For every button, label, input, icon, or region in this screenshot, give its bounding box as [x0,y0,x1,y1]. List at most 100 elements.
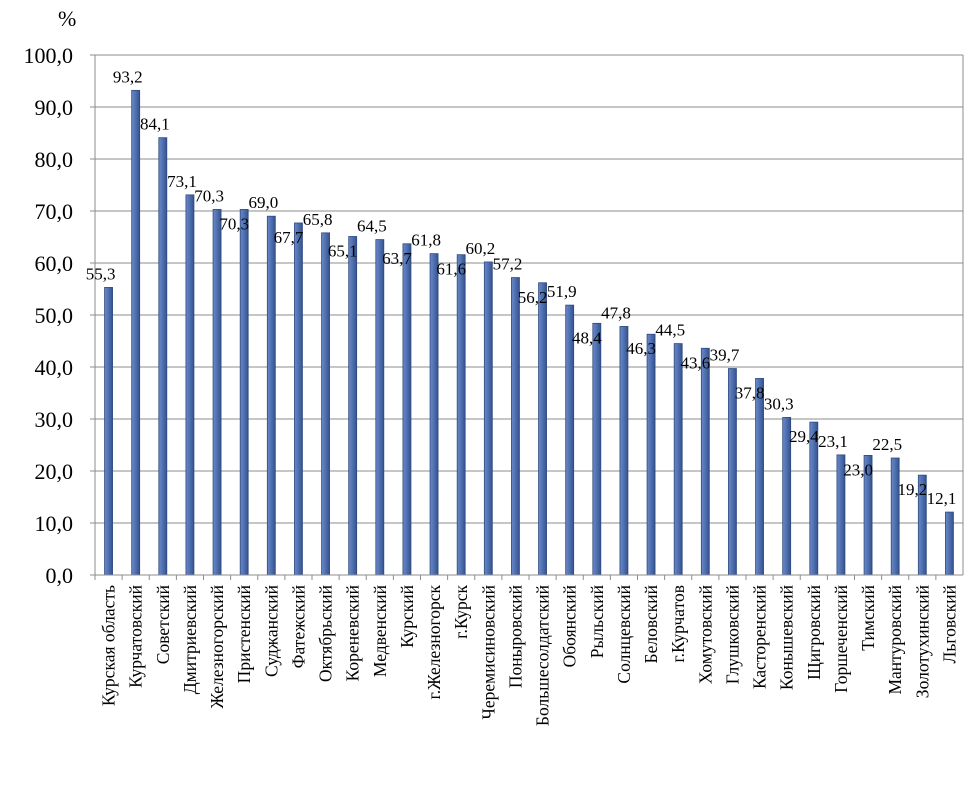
x-tick-label: Медвенский [370,585,390,677]
y-tick-label: 10,0 [35,511,74,536]
bar [375,239,385,576]
data-label: 55,3 [86,264,116,283]
data-label: 23,1 [818,432,848,451]
data-label: 22,5 [872,435,902,454]
bar [429,253,439,576]
x-tick-label: Большесолдатский [533,585,553,726]
data-label: 70,3 [194,186,224,205]
bar [890,457,900,576]
x-tick-label: Поныровский [505,585,525,688]
x-tick-label: Касторенский [750,585,770,689]
x-tick-label: Железногорский [207,585,227,709]
data-label: 93,2 [113,67,143,86]
data-label: 65,1 [328,241,358,260]
data-label: 12,1 [927,489,957,508]
data-label: 60,2 [465,239,495,258]
data-label: 73,1 [167,172,197,191]
bar [402,243,412,576]
x-tick-label: Глушковский [722,585,742,684]
bar [945,511,954,576]
x-tick-label: Солнцевский [614,585,634,684]
x-tick-label: Хомутовский [695,585,715,684]
bar [456,254,466,576]
data-label: 23,0 [843,460,873,479]
x-tick-label: Октябрьский [316,585,336,682]
bar [348,236,358,576]
y-tick-label: 80,0 [35,147,74,172]
x-tick-label: Рыльский [587,585,607,658]
x-tick-label: Фатежский [288,585,308,668]
bar [239,209,249,576]
bar [511,277,520,576]
data-label: 65,8 [303,210,333,229]
gridlines [95,54,963,524]
x-tick-label: Дмитриевский [180,585,200,694]
x-tick-label: Кореневский [343,585,363,681]
y-tick-label: 90,0 [35,95,74,120]
bar [158,137,168,576]
data-label: 61,8 [411,231,441,250]
y-tick-label: 100,0 [24,43,74,68]
data-label: 43,6 [680,353,710,372]
bar [673,343,683,576]
data-label: 39,7 [710,346,740,365]
data-labels: 55,393,284,173,170,370,369,067,765,865,1… [86,67,957,508]
x-tick-label: Горшеченский [831,585,851,693]
x-tick-labels: Курская область Курчатовский Советский Дмит… [99,585,960,727]
y-tick-labels: 0,0 10,0 20,0 30,0 40,0 50,0 60,0 70,0 80,0 90,0 1… [24,43,74,588]
x-tick-label: Золотухинский [912,585,932,698]
data-label: 69,0 [248,193,278,212]
data-label: 63,7 [382,249,412,268]
data-label: 48,4 [572,328,602,347]
bar [294,222,303,576]
bar [483,261,493,576]
data-label: 67,7 [274,228,304,247]
x-tick-label: Беловский [641,585,661,663]
data-label: 61,6 [436,260,466,279]
x-tick-label: г.Курчатов [668,585,688,663]
x-tick-label: г.Курск [451,585,471,639]
x-tick-label: Обоянский [560,585,580,667]
x-tick-label: Курская область [99,585,119,706]
data-label: 57,2 [493,255,523,274]
data-label: 19,2 [897,480,927,499]
y-tick-label: 50,0 [35,303,74,328]
y-tick-label: 30,0 [35,407,74,432]
x-tick-label: Курский [397,585,417,648]
data-label: 84,1 [140,115,170,134]
x-tick-label: г.Железногорск [424,585,444,700]
x-tick-label: Льговский [939,585,959,664]
data-label: 70,3 [219,214,249,233]
x-tick-label: Тимский [858,585,878,651]
bar [592,322,602,576]
bar [755,378,764,576]
y-tick-label: 60,0 [35,251,74,276]
x-tick-label: Конышевский [777,585,797,690]
bar [646,333,656,576]
bar [700,347,710,576]
x-tick-label: Курчатовский [126,585,146,688]
y-axis-unit-label: % [58,6,76,31]
x-tick-label: Суджанский [261,585,281,677]
bar [619,326,629,576]
x-tick-label: Пристенский [234,585,254,683]
bars [104,89,954,576]
bar [131,89,141,576]
bar [212,209,222,576]
data-label: 46,3 [626,339,656,358]
data-label: 51,9 [547,282,577,301]
bar [538,282,547,576]
y-tick-label: 20,0 [35,459,74,484]
data-label: 47,8 [601,303,631,322]
data-label: 37,8 [735,383,765,402]
x-tick-label: Мантуровский [885,585,905,695]
data-label: 56,2 [518,288,548,307]
x-tick-label: Черемисиновский [478,585,498,720]
bar [266,215,276,576]
axes [90,54,964,580]
data-label: 30,3 [764,394,794,413]
y-tick-label: 0,0 [46,563,74,588]
bar [104,287,113,576]
y-tick-label: 70,0 [35,199,74,224]
